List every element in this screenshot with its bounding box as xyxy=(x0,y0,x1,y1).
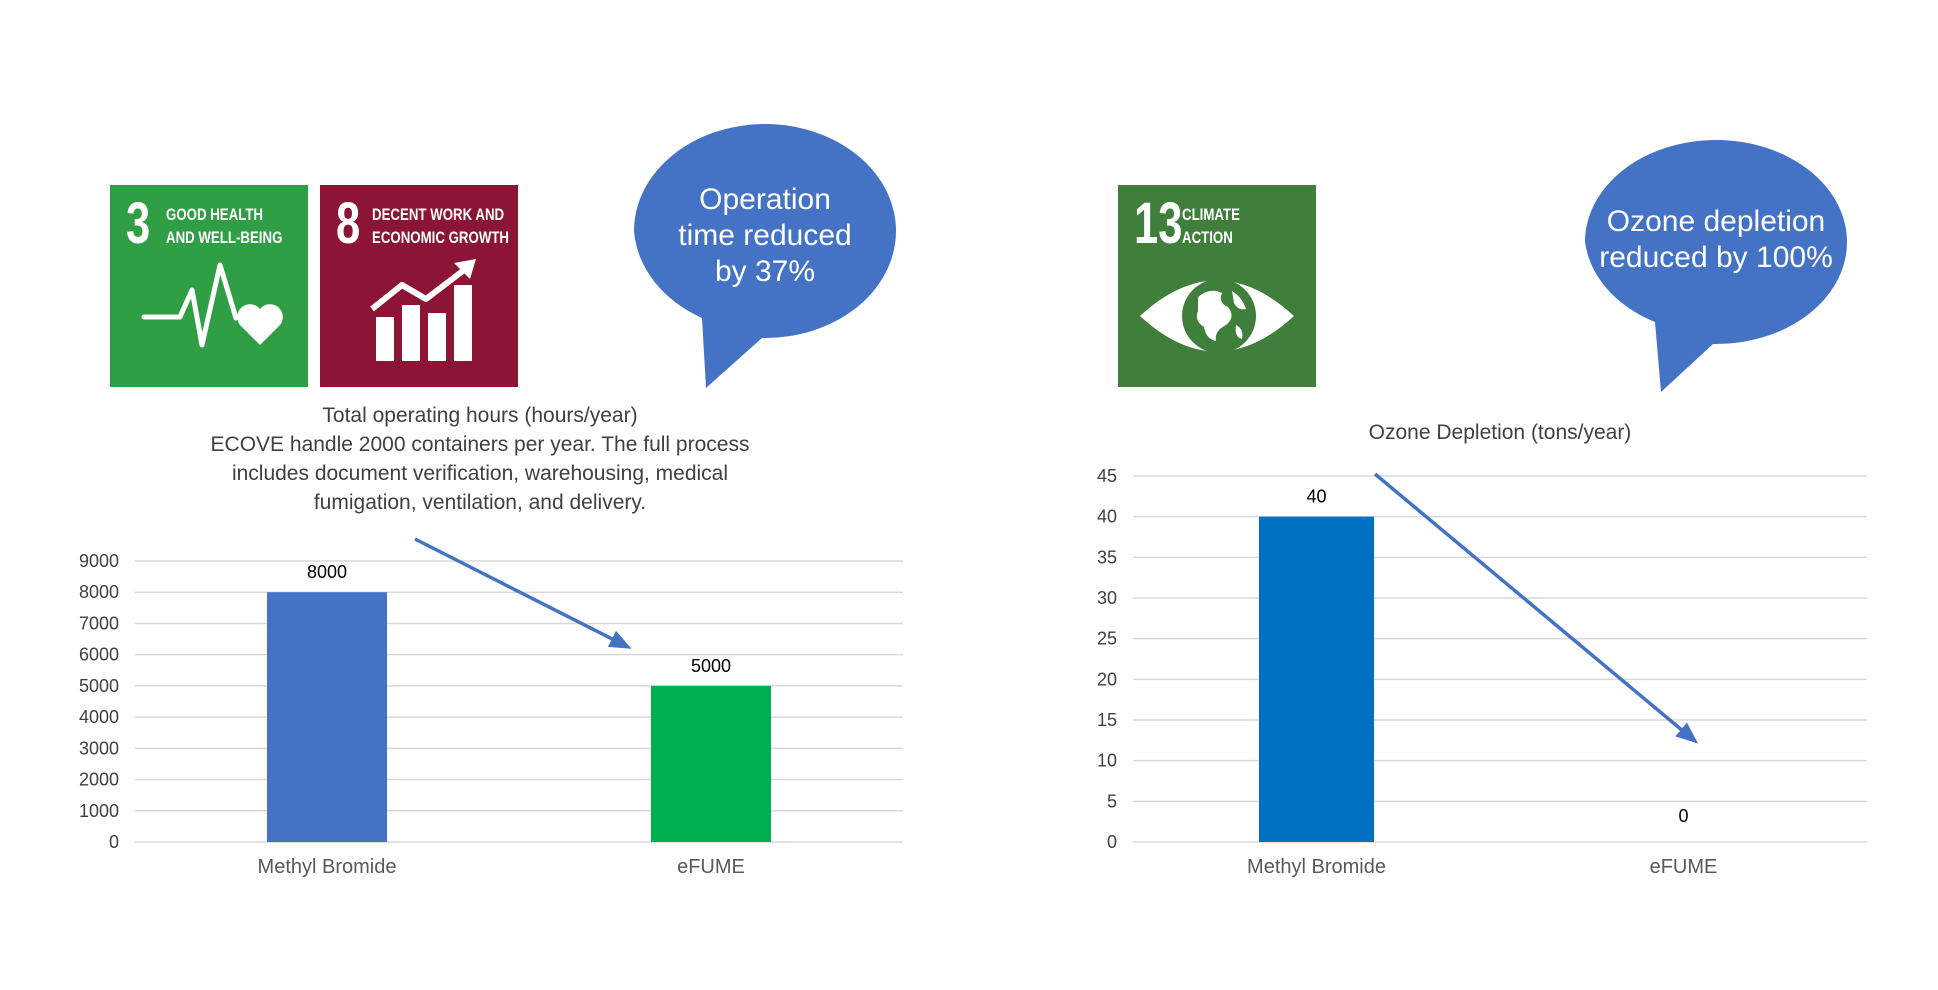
data-label: 8000 xyxy=(307,562,347,582)
category-label: Methyl Bromide xyxy=(1247,856,1386,878)
y-tick-label: 15 xyxy=(1097,710,1117,730)
speech-bubble-left: Operation time reduced by 37% xyxy=(632,122,898,390)
y-tick-label: 0 xyxy=(109,832,119,852)
y-tick-label: 10 xyxy=(1097,751,1117,771)
sdg13-badge: 13 CLIMATE ACTION xyxy=(1118,185,1316,387)
sdg8-badge: 8 DECENT WORK AND ECONOMIC GROWTH xyxy=(320,185,518,387)
badge-number: 13 xyxy=(1134,191,1183,256)
y-tick-label: 5 xyxy=(1107,791,1117,811)
category-label: eFUME xyxy=(1650,856,1718,878)
bubble-text: Operation time reduced by 37% xyxy=(678,183,852,288)
chart-title-operating-hours: Total operating hours (hours/year) ECOVE… xyxy=(210,404,750,514)
badge-label: CLIMATE ACTION xyxy=(1182,205,1240,247)
sdg3-badge: 3 GOOD HEALTH AND WELL-BEING xyxy=(110,185,308,387)
y-tick-label: 30 xyxy=(1097,588,1117,608)
y-tick-label: 45 xyxy=(1097,466,1117,486)
y-tick-label: 7000 xyxy=(79,613,119,633)
chart-title-ozone-depletion: Ozone Depletion (tons/year) xyxy=(1368,421,1632,444)
y-tick-label: 40 xyxy=(1097,507,1117,527)
bar xyxy=(267,592,387,842)
bar xyxy=(651,685,771,842)
speech-bubble-right: Ozone depletion reduced by 100% xyxy=(1583,138,1849,396)
data-label: 40 xyxy=(1306,487,1326,507)
bar xyxy=(1259,516,1374,842)
bubble-text: Ozone depletion reduced by 100% xyxy=(1599,205,1833,274)
bubble-shape xyxy=(634,124,896,388)
badge-label: GOOD HEALTH AND WELL-BEING xyxy=(166,205,283,247)
y-tick-label: 20 xyxy=(1097,669,1117,689)
category-label: eFUME xyxy=(677,856,745,878)
y-tick-label: 6000 xyxy=(79,645,119,665)
y-tick-label: 3000 xyxy=(79,738,119,758)
data-label: 5000 xyxy=(691,656,731,676)
badge-number: 3 xyxy=(126,191,151,256)
data-label: 0 xyxy=(1678,806,1688,826)
earth-eye-icon xyxy=(1140,279,1294,353)
growth-chart-icon xyxy=(370,259,476,361)
y-tick-label: 25 xyxy=(1097,629,1117,649)
badge-number: 8 xyxy=(336,191,361,256)
trend-arrow xyxy=(414,537,629,649)
category-label: Methyl Bromide xyxy=(258,856,397,878)
bubble-shape xyxy=(1585,140,1847,392)
y-tick-label: 35 xyxy=(1097,547,1117,567)
y-tick-label: 4000 xyxy=(79,707,119,727)
y-tick-label: 9000 xyxy=(79,551,119,571)
y-tick-label: 2000 xyxy=(79,770,119,790)
trend-arrow xyxy=(1373,472,1697,743)
heartbeat-icon xyxy=(141,262,283,348)
trend-arrow-head xyxy=(1675,722,1699,744)
badge-label: DECENT WORK AND ECONOMIC GROWTH xyxy=(372,205,510,247)
trend-arrow-head xyxy=(607,630,632,649)
y-tick-label: 0 xyxy=(1107,832,1117,852)
y-tick-label: 8000 xyxy=(79,582,119,602)
y-tick-label: 1000 xyxy=(79,801,119,821)
y-tick-label: 5000 xyxy=(79,676,119,696)
